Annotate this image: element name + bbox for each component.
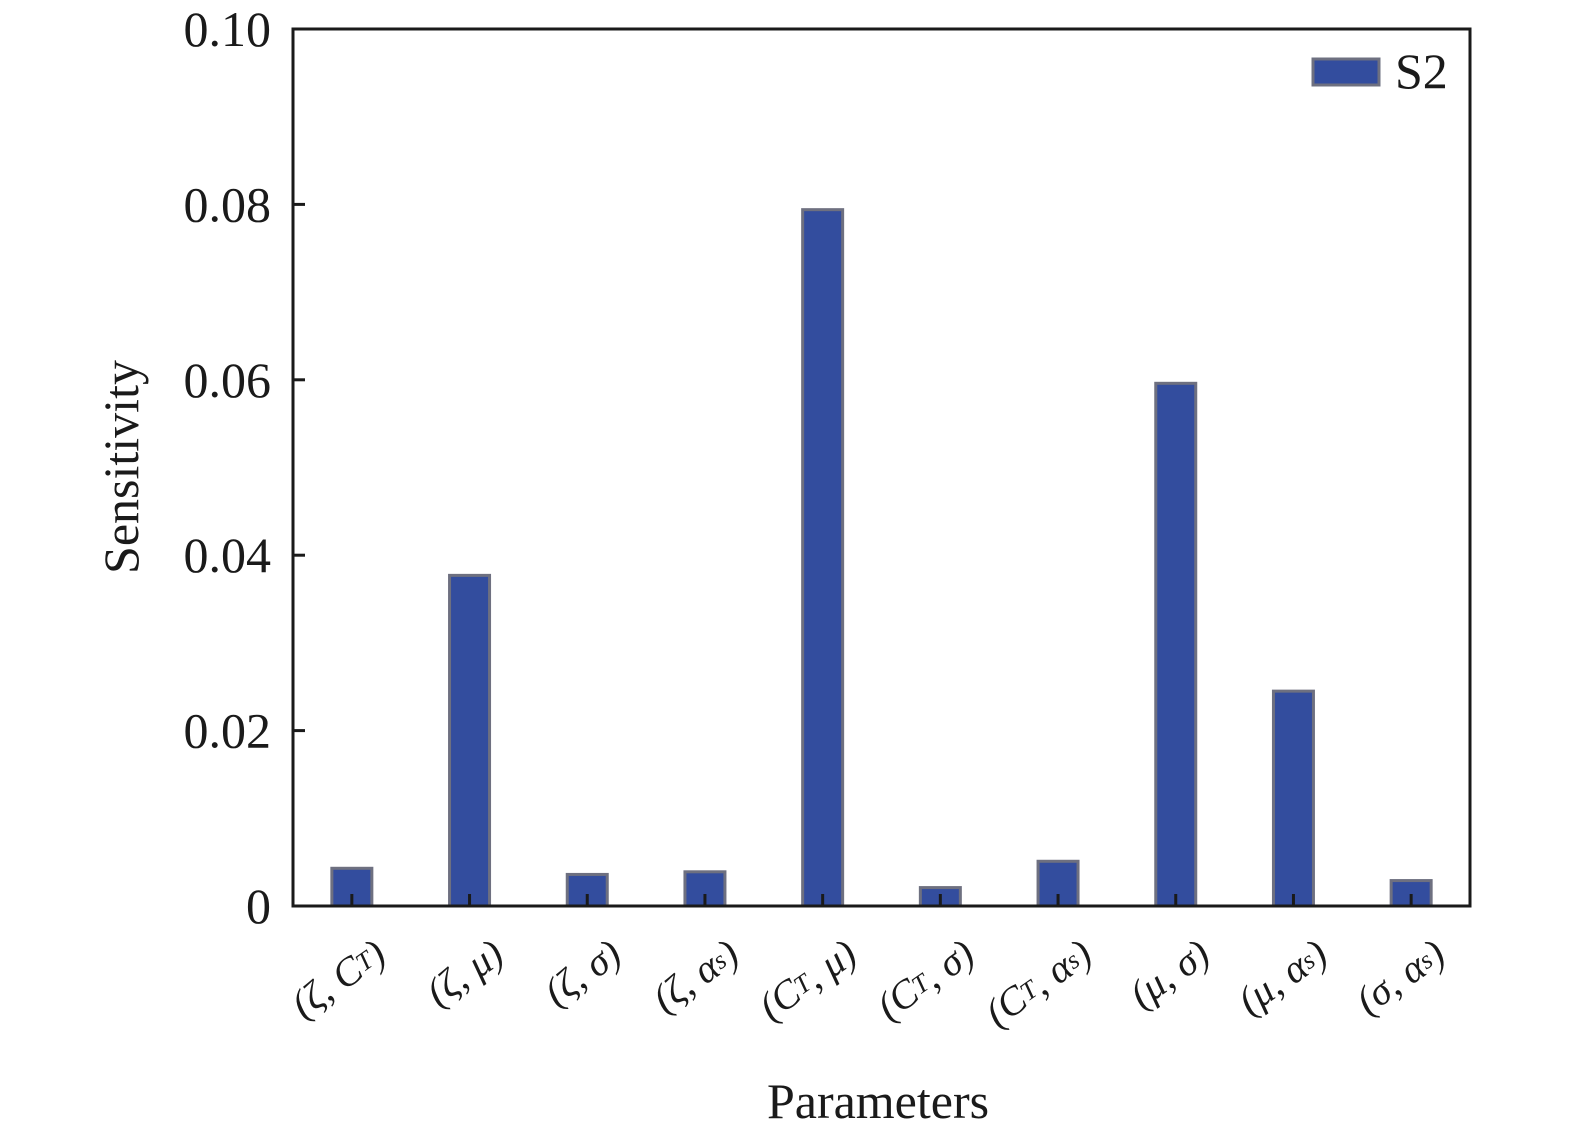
bar-1 [448,573,492,908]
x-tick-label-1: (ζ, μ) [417,930,511,1014]
bar-7 [1154,381,1198,908]
x-tick-label-6: (CT, αs) [977,930,1100,1035]
x-tick-label-8: (μ, αs) [1229,930,1335,1023]
x-tick-label-7: (μ, σ) [1121,930,1218,1016]
y-tick-label-4: 0.08 [184,176,272,232]
x-tick-label-9: (σ, αs) [1347,930,1453,1023]
bars-layer [330,208,1433,908]
y-ticks: 0 0.02 0.04 0.06 0.08 0.10 [184,1,305,934]
x-tick-label-0: (ζ, CT) [283,930,394,1027]
bar-4 [801,208,845,908]
y-tick-label-2: 0.04 [184,527,272,583]
y-tick-label-1: 0.02 [184,703,272,759]
x-tick-label-3: (ζ, αs) [644,930,747,1021]
x-tick-label-5: (CT, σ) [868,930,982,1029]
y-tick-label-0: 0 [246,878,271,934]
x-ticks: (ζ, CT) (ζ, μ) (ζ, σ) (ζ, αs)(CT, μ)(CT, σ)… [283,894,1453,1035]
bar-8 [1271,689,1315,908]
legend: S2 [1311,43,1448,99]
x-tick-label-4: (CT, μ) [750,930,864,1029]
x-axis-label: Parameters [767,1073,989,1129]
legend-swatch [1311,57,1381,87]
y-axis-label: Sensitivity [93,360,149,574]
x-tick-label-2: (ζ, σ) [535,930,628,1014]
y-tick-label-5: 0.10 [184,1,272,57]
legend-label-s2: S2 [1395,43,1448,99]
axes-layer [291,27,1472,908]
y-tick-label-3: 0.06 [184,352,272,408]
plot-frame [291,27,1472,908]
